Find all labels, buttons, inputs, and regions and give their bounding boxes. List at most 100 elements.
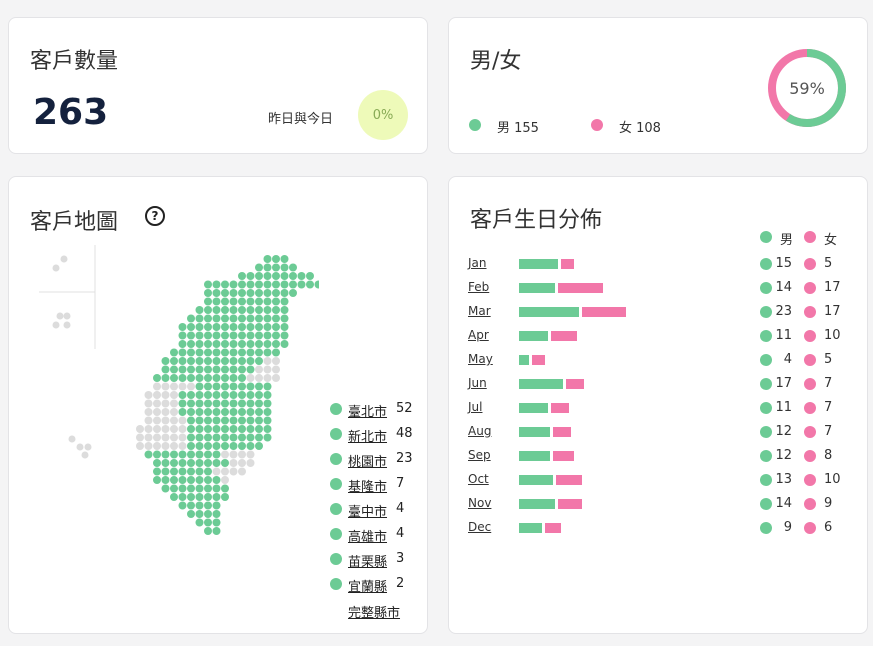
city-link[interactable]: 臺北市 [348, 405, 388, 420]
map-dot [153, 408, 161, 416]
city-dot [330, 578, 342, 590]
male-count-dot [760, 330, 772, 342]
map-dot [238, 306, 246, 314]
city-dot [330, 453, 342, 465]
map-dot [297, 272, 306, 280]
map-dot [221, 399, 229, 408]
month-label[interactable]: Nov [468, 496, 492, 510]
all-cities-link[interactable]: 完整縣市 [348, 606, 401, 621]
map-dot [170, 348, 178, 357]
map-dot [221, 450, 229, 459]
month-label[interactable]: Apr [468, 328, 489, 342]
city-link[interactable]: 宜蘭縣 [348, 580, 388, 595]
map-dot [221, 416, 229, 425]
map-dot [229, 280, 238, 289]
month-label[interactable]: Dec [468, 520, 492, 534]
map-dot [255, 391, 263, 399]
city-link[interactable]: 基隆市 [348, 480, 388, 495]
female-bar [561, 259, 574, 269]
city-link[interactable]: 桃園市 [348, 455, 388, 470]
map-dot [263, 297, 272, 306]
map-dot [229, 416, 238, 425]
map-dot [246, 382, 255, 391]
map-dot [221, 314, 229, 323]
male-count: 9 [783, 520, 792, 535]
map-dot [161, 484, 170, 493]
male-count: 17 [775, 376, 792, 391]
map-dot [170, 450, 178, 459]
map-dot [272, 314, 280, 323]
month-label[interactable]: Feb [468, 280, 490, 294]
month-label[interactable]: Jul [468, 400, 483, 414]
map-dot [153, 374, 161, 382]
map-dot [280, 306, 289, 314]
map-dot [255, 399, 263, 408]
map-dot [280, 280, 289, 289]
city-link[interactable]: 臺中市 [348, 505, 388, 520]
map-dot [255, 425, 263, 433]
city-link[interactable]: 新北市 [348, 430, 388, 445]
gender-title: 男/女 [470, 49, 522, 74]
map-dot [144, 433, 153, 442]
male-count: 23 [775, 304, 792, 319]
female-count-dot [804, 258, 816, 270]
month-label[interactable]: Aug [468, 424, 492, 438]
map-dot [204, 501, 212, 510]
map-dot [255, 340, 263, 348]
compare-label: 昨日與今日 [268, 112, 334, 127]
map-dot [187, 348, 195, 357]
male-count: 12 [775, 448, 792, 463]
map-dot [246, 297, 255, 306]
map-dot [221, 348, 229, 357]
male-bar [519, 499, 556, 509]
map-dot [204, 357, 212, 365]
map-dot [204, 365, 212, 374]
map-dot [221, 476, 229, 484]
map-dot [221, 382, 229, 391]
map-dot [263, 408, 272, 416]
male-bar [519, 307, 579, 317]
map-dot [263, 399, 272, 408]
island-dot [76, 443, 84, 451]
month-label[interactable]: Oct [468, 472, 489, 486]
male-bar [519, 283, 556, 293]
map-dot [161, 382, 170, 391]
map-dot [263, 365, 272, 374]
map-dot [195, 340, 204, 348]
map-dot [170, 399, 178, 408]
male-count-dot [760, 282, 772, 294]
city-link[interactable]: 苗栗縣 [348, 555, 388, 570]
map-dot [306, 272, 314, 280]
map-dot [187, 399, 195, 408]
birthday-title: 客戶生日分佈 [470, 208, 603, 233]
map-dot [187, 416, 195, 425]
map-dot [212, 365, 221, 374]
map-dot [195, 442, 204, 450]
help-icon[interactable]: ? [145, 206, 165, 226]
month-label[interactable]: Jan [468, 256, 487, 270]
map-dot [280, 272, 289, 280]
map-dot [212, 425, 221, 433]
month-label[interactable]: Jun [468, 376, 487, 390]
map-dot [221, 467, 229, 476]
city-link[interactable]: 高雄市 [348, 530, 388, 545]
map-dot [255, 314, 263, 323]
month-label[interactable]: Mar [468, 304, 491, 318]
map-dot [178, 399, 187, 408]
map-dot [238, 433, 246, 442]
female-count: 7 [824, 424, 833, 439]
map-dot [153, 459, 161, 467]
map-dot [161, 408, 170, 416]
customer-map-title: 客戶地圖 [30, 210, 119, 235]
map-dot [238, 408, 246, 416]
map-dot [229, 297, 238, 306]
map-dot [246, 280, 255, 289]
month-label[interactable]: Sep [468, 448, 491, 462]
map-dot [272, 297, 280, 306]
map-dot [263, 331, 272, 340]
map-dot [161, 450, 170, 459]
map-dot [280, 289, 289, 297]
map-dot [272, 331, 280, 340]
map-dot [246, 340, 255, 348]
month-label[interactable]: May [468, 352, 493, 366]
